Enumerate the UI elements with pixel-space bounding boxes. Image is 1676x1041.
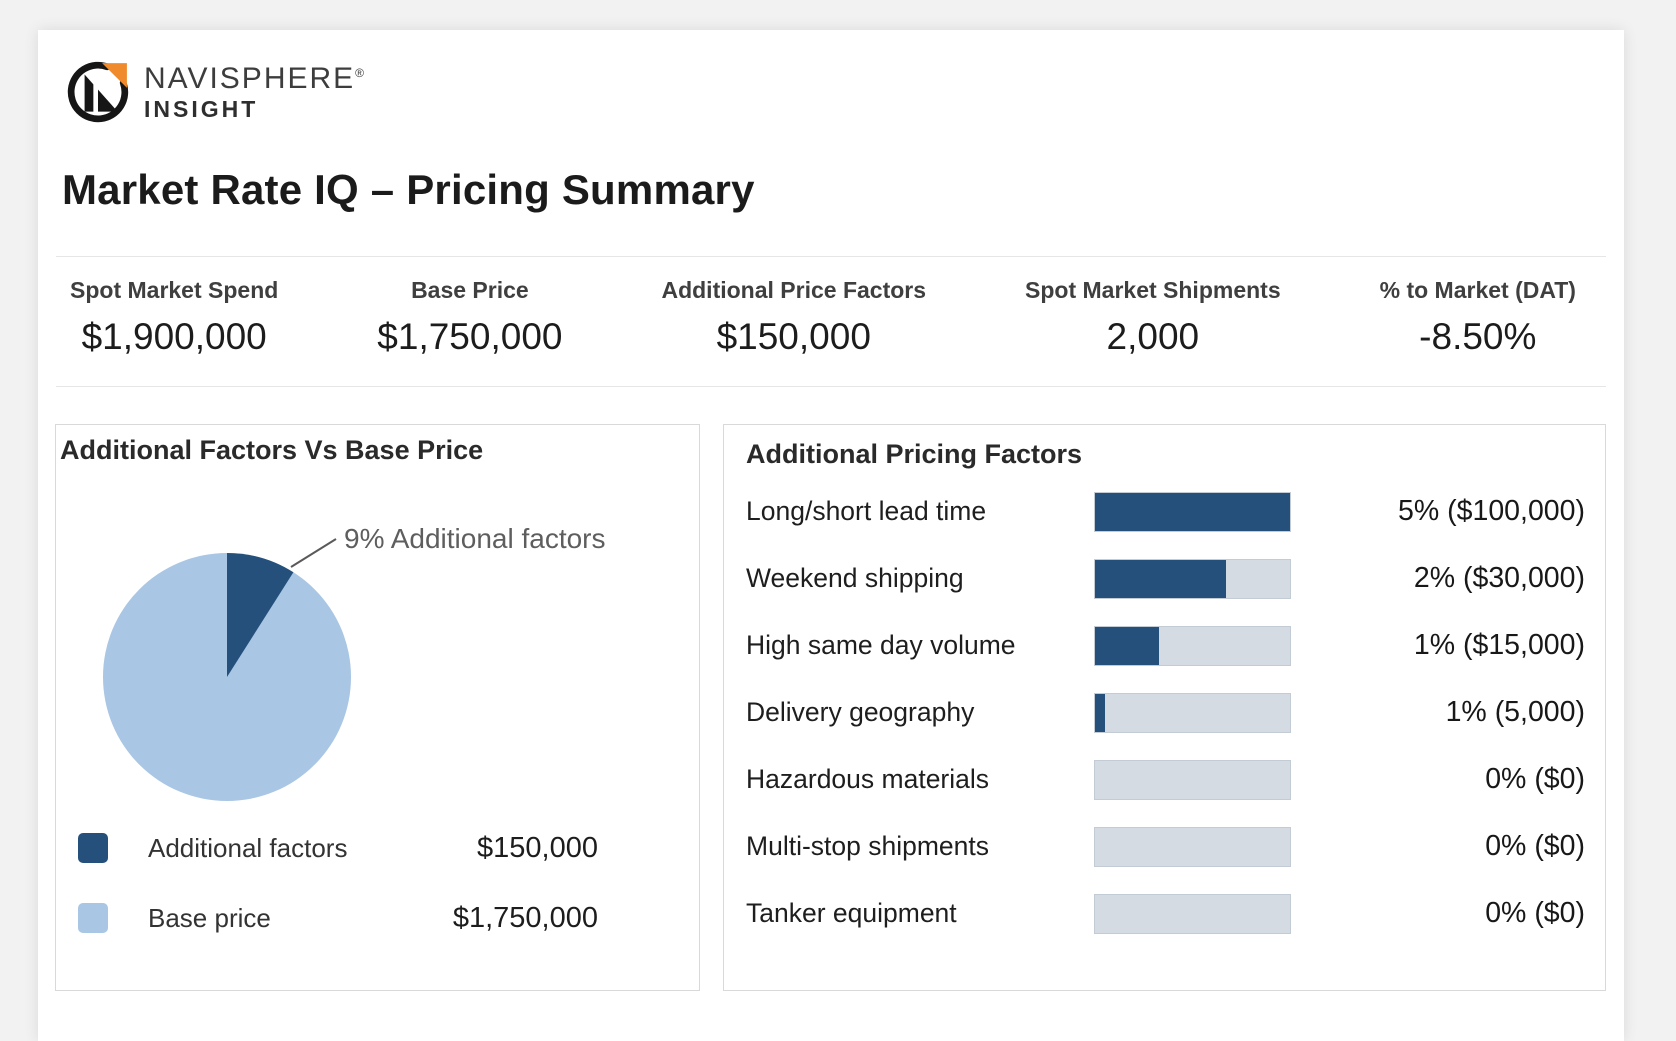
bar-label: Hazardous materials: [746, 764, 990, 794]
kpi-spot-market-spend: Spot Market Spend $1,900,000: [70, 277, 278, 358]
legend-swatch-light-icon: [78, 903, 108, 933]
bar-value: 2% ($30,000): [1413, 562, 1585, 594]
bar-row-same-day-volume: High same day volume 1% ($15,000): [746, 612, 1589, 679]
bar-track: [1094, 491, 1291, 532]
kpi-additional-price-factors: Additional Price Factors $150,000: [661, 277, 926, 358]
bar-track: [1094, 625, 1291, 666]
pie-chart-panel: Additional Factors Vs Base Price 9% Addi…: [55, 424, 700, 991]
bar-value: 1% ($15,000): [1413, 629, 1585, 661]
kpi-base-price: Base Price $1,750,000: [377, 277, 562, 358]
bar-row-multi-stop-shipments: Multi-stop shipments 0% ($0): [746, 813, 1589, 880]
kpi-label: Spot Market Shipments: [1025, 277, 1281, 303]
brand-name: NAVISPHERE®: [144, 62, 365, 96]
bar-label: High same day volume: [746, 630, 1016, 660]
bar-row-lead-time: Long/short lead time 5% ($100,000): [746, 478, 1589, 545]
bar-label: Tanker equipment: [746, 898, 957, 928]
legend-swatch-dark-icon: [78, 833, 108, 863]
kpi-value: -8.50%: [1419, 316, 1537, 357]
kpi-value: $1,750,000: [377, 316, 563, 357]
registered-mark: ®: [355, 66, 365, 81]
pie-annotation: 9% Additional factors: [344, 523, 606, 554]
bar-track: [1094, 826, 1291, 867]
bar-track: [1094, 558, 1291, 599]
bar-rows: Long/short lead time 5% ($100,000) Weeke…: [746, 478, 1589, 947]
kpi-percent-to-market: % to Market (DAT) -8.50%: [1380, 277, 1576, 358]
kpi-value: $150,000: [716, 316, 871, 357]
bar-fill: [1095, 559, 1226, 598]
bar-value: 0% ($0): [1485, 830, 1585, 862]
bar-chart-panel: Additional Pricing Factors Long/short le…: [723, 424, 1606, 991]
bar-label: Long/short lead time: [746, 496, 987, 526]
bar-label: Weekend shipping: [746, 563, 964, 593]
bar-fill: [1095, 693, 1105, 732]
legend-label: Additional factors: [148, 832, 348, 863]
bar-row-hazardous-materials: Hazardous materials 0% ($0): [746, 746, 1589, 813]
bar-track: [1094, 692, 1291, 733]
bar-track: [1094, 759, 1291, 800]
pie-slice-additional-factors: [227, 553, 294, 677]
bar-fill: [1095, 492, 1290, 531]
brand-text: NAVISPHERE® INSIGHT: [144, 63, 364, 121]
bars-panel-title: Additional Pricing Factors: [746, 439, 1083, 469]
kpi-value: $1,900,000: [81, 316, 267, 357]
brand-subtitle: INSIGHT: [144, 95, 259, 122]
bar-row-tanker-equipment: Tanker equipment 0% ($0): [746, 880, 1589, 947]
bar-value: 0% ($0): [1485, 897, 1585, 929]
bar-value: 1% (5,000): [1445, 696, 1585, 728]
legend-value: $1,750,000: [452, 901, 598, 934]
kpi-label: % to Market (DAT): [1379, 277, 1576, 303]
annotation-leader-line: [290, 538, 337, 568]
kpi-spot-market-shipments: Spot Market Shipments 2,000: [1025, 277, 1281, 358]
pie-panel-title: Additional Factors Vs Base Price: [60, 435, 484, 465]
bar-fill: [1095, 626, 1160, 665]
kpi-value: 2,000: [1106, 316, 1200, 357]
bar-row-weekend-shipping: Weekend shipping 2% ($30,000): [746, 545, 1589, 612]
pie-legend: Additional factors $150,000 Base price $…: [78, 821, 598, 945]
bar-row-delivery-geography: Delivery geography 1% (5,000): [746, 679, 1589, 746]
page-title: Market Rate IQ – Pricing Summary: [62, 166, 755, 213]
bar-label: Multi-stop shipments: [746, 831, 990, 861]
legend-item-additional-factors: Additional factors $150,000: [78, 821, 598, 875]
bar-label: Delivery geography: [746, 697, 975, 727]
bar-track: [1094, 893, 1291, 934]
kpi-label: Additional Price Factors: [661, 277, 927, 303]
report-card: NAVISPHERE® INSIGHT Market Rate IQ – Pri…: [38, 30, 1624, 1041]
kpi-label: Spot Market Spend: [70, 277, 279, 303]
bar-value: 0% ($0): [1485, 763, 1585, 795]
legend-label: Base price: [148, 902, 271, 933]
brand-header: NAVISPHERE® INSIGHT: [66, 60, 1624, 124]
bar-value: 5% ($100,000): [1398, 495, 1585, 527]
navisphere-logo-icon: [67, 61, 129, 123]
legend-item-base-price: Base price $1,750,000: [78, 891, 598, 945]
kpi-label: Base Price: [411, 277, 529, 303]
legend-value: $150,000: [477, 831, 598, 864]
kpi-band: Spot Market Spend $1,900,000 Base Price …: [56, 256, 1606, 387]
pie-chart: 9% Additional factors: [103, 523, 606, 801]
